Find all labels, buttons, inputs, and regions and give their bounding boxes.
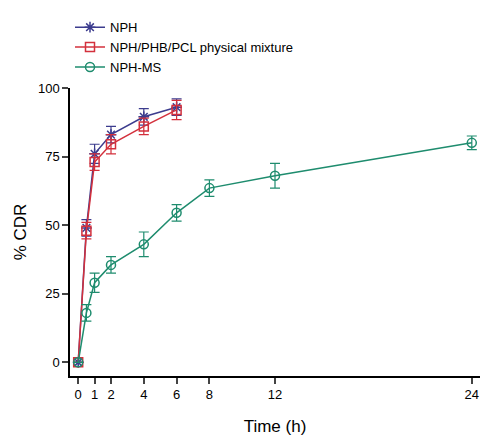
svg-text:1: 1 xyxy=(91,387,98,402)
svg-text:% CDR: % CDR xyxy=(11,204,30,261)
svg-text:8: 8 xyxy=(206,387,213,402)
svg-text:25: 25 xyxy=(45,286,59,301)
svg-text:NPH-MS: NPH-MS xyxy=(110,60,162,75)
svg-text:0: 0 xyxy=(75,387,82,402)
svg-text:100: 100 xyxy=(38,81,60,96)
svg-text:12: 12 xyxy=(268,387,282,402)
svg-text:4: 4 xyxy=(140,387,147,402)
svg-text:NPH/PHB/PCL physical mixture: NPH/PHB/PCL physical mixture xyxy=(110,40,293,55)
svg-text:50: 50 xyxy=(45,218,59,233)
svg-text:NPH: NPH xyxy=(110,20,137,35)
svg-text:Time (h): Time (h) xyxy=(244,417,307,436)
svg-text:75: 75 xyxy=(45,149,59,164)
svg-text:6: 6 xyxy=(173,387,180,402)
svg-text:0: 0 xyxy=(52,355,59,370)
svg-text:24: 24 xyxy=(465,387,479,402)
svg-text:2: 2 xyxy=(107,387,114,402)
